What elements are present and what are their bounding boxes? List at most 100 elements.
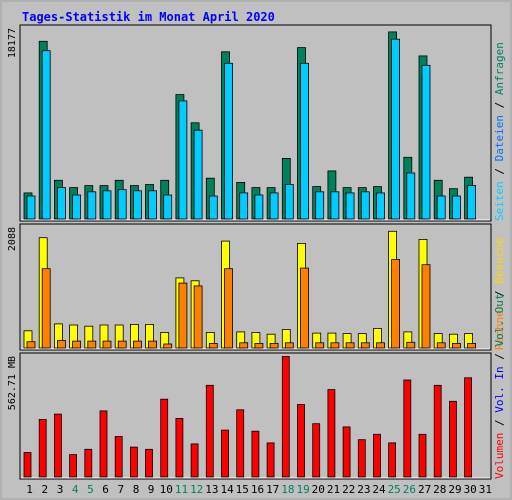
legend-item-0-3: / (493, 95, 506, 115)
legend-item-2-1: / (493, 413, 506, 433)
bar-dateien-day-2 (41, 50, 51, 220)
bar-rechner-day-18 (284, 342, 294, 349)
bar-rechner-day-8 (132, 340, 142, 349)
legend-item-0-4: Anfragen (493, 42, 506, 95)
bar-rechner-day-22 (345, 342, 355, 349)
bar-volumen-day-4 (69, 454, 77, 478)
bar-volumen-day-2 (38, 418, 47, 478)
bar-volumen-day-23 (357, 439, 366, 478)
x-tick-label-14: 14 (220, 483, 234, 496)
bar-dateien-day-29 (451, 195, 461, 220)
x-tick-label-5: 5 (87, 483, 94, 496)
x-tick-label-6: 6 (102, 483, 109, 496)
bar-rechner-day-30 (467, 342, 477, 349)
bar-rechner-day-25 (391, 259, 401, 349)
plot-area-1 (19, 223, 492, 351)
chart-title: Tages-Statistik im Monat April 2020 (22, 10, 275, 24)
legend-1: Rechner / Besuche (493, 237, 506, 350)
legend-item-1-1: / (493, 284, 506, 304)
bar-dateien-day-10 (163, 194, 173, 220)
bar-rechner-day-10 (163, 343, 173, 349)
bar-rechner-day-1 (26, 341, 36, 349)
bar-dateien-day-17 (269, 192, 279, 220)
bar-rechner-day-27 (421, 264, 431, 349)
bar-volumen-day-19 (297, 404, 305, 478)
x-tick-label-11: 11 (175, 483, 188, 496)
bar-dateien-day-14 (224, 62, 233, 220)
x-tick-label-3: 3 (57, 483, 64, 496)
bar-rechner-day-16 (254, 342, 264, 349)
x-tick-label-21: 21 (327, 483, 340, 496)
bar-rechner-day-13 (208, 342, 218, 349)
x-tick-label-16: 16 (251, 483, 264, 496)
y-max-label-2: 562.71 MB (7, 356, 18, 410)
legend-item-2-0: Volumen (493, 433, 506, 479)
bar-dateien-day-3 (57, 187, 66, 220)
bar-rechner-day-5 (87, 340, 97, 349)
bar-rechner-day-11 (178, 282, 188, 349)
legend-item-1-0: Rechner (493, 303, 506, 350)
legend-item-0-2: Dateien (493, 115, 506, 161)
bar-dateien-day-20 (315, 191, 325, 220)
bar-dateien-day-18 (284, 184, 294, 220)
panel-volume: 562.71 MB Volumen / Vol. In / Vol. Out (7, 294, 506, 480)
x-tick-label-31: 31 (479, 483, 492, 496)
bar-rechner-day-7 (117, 340, 127, 349)
bar-rechner-day-4 (72, 340, 81, 349)
bar-rechner-day-9 (148, 340, 157, 349)
x-tick-label-7: 7 (117, 483, 124, 496)
bar-volumen-day-12 (190, 443, 199, 478)
legend-item-1-2: Besuche (493, 237, 506, 283)
bar-dateien-day-6 (102, 190, 112, 220)
legend-2: Volumen / Vol. In / Vol. Out (493, 294, 506, 479)
bar-volumen-day-18 (281, 356, 290, 478)
bar-volumen-day-24 (373, 433, 381, 478)
bar-volumen-day-6 (99, 410, 108, 478)
bar-volumen-day-15 (236, 409, 245, 478)
bar-rechner-day-20 (315, 342, 325, 349)
legend-item-0-1: / (493, 161, 506, 181)
bar-dateien-day-1 (26, 195, 36, 220)
legend-item-2-4: Vol. Out (493, 294, 506, 347)
x-tick-label-10: 10 (160, 483, 173, 496)
bar-dateien-day-25 (391, 38, 401, 220)
bar-dateien-day-15 (239, 192, 249, 220)
bar-volumen-day-7 (114, 436, 123, 478)
bar-volumen-day-5 (84, 448, 93, 478)
bar-dateien-day-30 (467, 185, 477, 220)
bar-volumen-day-1 (23, 452, 32, 478)
bar-rechner-day-15 (239, 342, 249, 349)
bar-dateien-day-23 (360, 191, 370, 220)
bar-volumen-day-25 (388, 442, 397, 478)
bar-volumen-day-21 (327, 389, 336, 478)
x-tick-label-4: 4 (72, 483, 79, 496)
x-tick-label-8: 8 (133, 483, 140, 496)
legend-item-0-0: Seiten (493, 181, 506, 221)
bar-volumen-day-14 (221, 429, 229, 478)
bar-rechner-day-26 (406, 341, 416, 349)
legend-item-2-3: / (493, 347, 506, 367)
bar-dateien-day-16 (254, 194, 264, 220)
legend-item-2-2: Vol. In (493, 366, 506, 412)
bar-rechner-day-21 (330, 342, 340, 349)
bar-dateien-day-7 (117, 189, 127, 220)
bar-rechner-day-17 (269, 342, 279, 349)
bar-dateien-day-21 (330, 191, 340, 220)
bar-volumen-day-16 (251, 430, 260, 478)
bar-volumen-day-30 (464, 377, 473, 478)
bar-volumen-day-26 (403, 379, 412, 478)
bar-rechner-day-24 (376, 342, 385, 349)
bar-rechner-day-23 (360, 342, 370, 349)
bar-volumen-day-22 (342, 426, 351, 478)
bar-dateien-day-8 (132, 190, 142, 220)
bar-dateien-day-5 (87, 191, 97, 220)
x-tick-label-27: 27 (418, 483, 431, 496)
bar-dateien-day-4 (72, 194, 81, 220)
bar-volumen-day-8 (129, 446, 138, 478)
x-tick-label-29: 29 (448, 483, 461, 496)
bar-rechner-day-29 (451, 342, 461, 349)
x-tick-label-24: 24 (372, 483, 386, 496)
bar-rechner-day-28 (436, 342, 446, 349)
bar-volumen-day-27 (418, 433, 427, 478)
